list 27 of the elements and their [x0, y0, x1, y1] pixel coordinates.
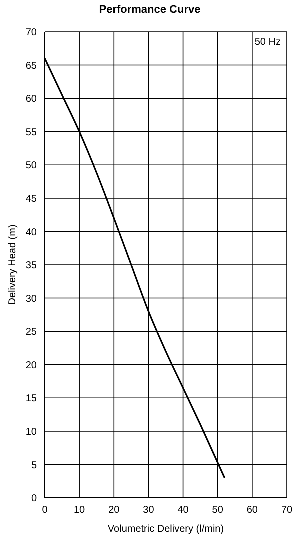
chart-title: Performance Curve	[98, 4, 202, 16]
x-tick-label: 10	[74, 505, 86, 516]
y-tick-label: 50	[26, 160, 38, 172]
y-tick-label: 20	[26, 360, 38, 372]
x-tick-label: 50	[212, 505, 224, 516]
y-tick-label: 25	[26, 327, 38, 338]
y-tick-label: 55	[26, 127, 38, 138]
y-tick-label: 15	[26, 394, 38, 405]
x-tick-label: 0	[42, 505, 48, 516]
x-axis-title: Volumetric Delivery (l/min)	[108, 524, 224, 535]
y-tick-label: 0	[31, 494, 38, 505]
y-axis-title: Delivery Head (m)	[8, 224, 19, 306]
y-tick-label: 60	[26, 94, 38, 106]
y-tick-label: 5	[31, 460, 38, 472]
y-tick-label: 35	[26, 260, 38, 272]
y-tick-label: 30	[26, 294, 38, 305]
y-tick-label: 45	[26, 194, 38, 205]
y-tick-label: 65	[26, 60, 38, 72]
x-tick-label: 70	[281, 505, 293, 516]
y-tick-label: 70	[26, 28, 38, 39]
y-tick-label: 40	[26, 227, 38, 238]
x-tick-label: 40	[178, 505, 190, 516]
x-tick-label: 30	[143, 505, 155, 516]
x-tick-label: 60	[246, 505, 258, 516]
x-tick-label: 20	[108, 505, 120, 516]
y-tick-label: 10	[26, 426, 38, 438]
annotation: 50 Hz	[252, 36, 283, 49]
